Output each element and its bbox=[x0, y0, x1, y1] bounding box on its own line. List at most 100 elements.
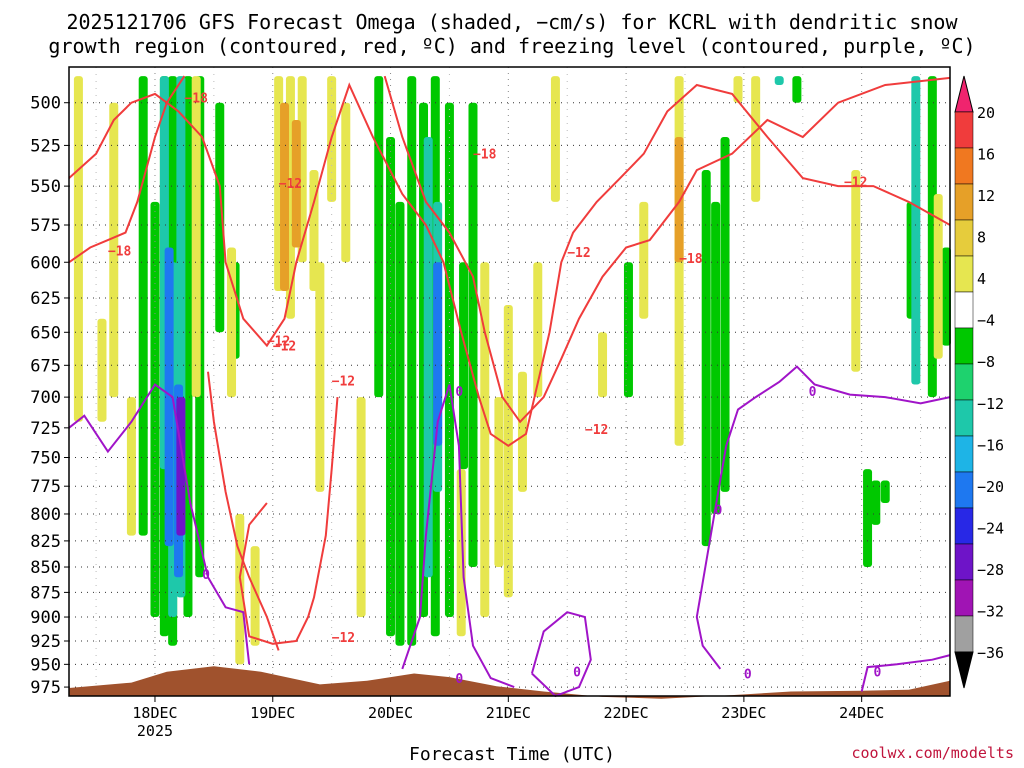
omega-shading-cell bbox=[639, 201, 649, 319]
y-tick-label: 725 bbox=[30, 419, 61, 439]
contour-label-freezing: 0 bbox=[873, 666, 881, 681]
terrain-fill bbox=[69, 666, 950, 699]
y-tick-label: 550 bbox=[30, 177, 61, 197]
x-tick-sublabel: 2025 bbox=[137, 722, 173, 740]
y-tick-label: 700 bbox=[30, 388, 61, 408]
colorbar-label: −36 bbox=[977, 644, 1004, 662]
contour-label-dgz: −12 bbox=[273, 340, 296, 355]
contour-label-freezing: 0 bbox=[744, 668, 752, 683]
x-tick-label: 21DEC bbox=[486, 704, 531, 722]
y-tick-label: 975 bbox=[30, 678, 61, 698]
contour-freezing-0-c bbox=[530, 611, 592, 698]
colorbar-segment bbox=[954, 507, 974, 545]
omega-shading-cell bbox=[407, 76, 417, 646]
terrain-layer bbox=[69, 666, 950, 699]
contour-label-dgz: −12 bbox=[844, 175, 867, 190]
colorbar-segment bbox=[954, 219, 974, 257]
y-tick-label: 600 bbox=[30, 253, 61, 273]
axes: 500 525 550 575 600 625 650 675 700 725 750 775 800 8… bbox=[30, 66, 951, 740]
omega-shading-cell bbox=[701, 170, 711, 547]
x-tick-label: 23DEC bbox=[721, 704, 766, 722]
colorbar-segment bbox=[954, 255, 974, 293]
y-tick-label: 950 bbox=[30, 655, 61, 675]
omega-shading-cell bbox=[356, 397, 366, 618]
colorbar-label: −28 bbox=[977, 561, 1004, 579]
y-tick-label: 650 bbox=[30, 323, 61, 343]
y-tick-label: 500 bbox=[30, 94, 61, 114]
omega-shading-cell bbox=[480, 262, 490, 618]
omega-shading-cell bbox=[711, 201, 721, 514]
omega-shading-cell bbox=[374, 76, 384, 398]
contour-freezing-0 bbox=[68, 383, 251, 665]
y-tick-label: 675 bbox=[30, 356, 61, 376]
omega-shading-cell bbox=[456, 469, 466, 637]
omega-shading-cell bbox=[880, 480, 890, 503]
colorbar-label: −8 bbox=[977, 353, 995, 371]
contour-dgz-minus18-b bbox=[207, 371, 280, 651]
omega-shading-cell bbox=[386, 137, 396, 637]
omega-shading-cell bbox=[863, 469, 873, 568]
y-tick-label: 775 bbox=[30, 477, 61, 497]
omega-shading-cell bbox=[215, 102, 225, 333]
omega-shading-cell bbox=[720, 137, 730, 492]
omega-shading-cell bbox=[733, 76, 743, 103]
colorbar-segment bbox=[954, 291, 974, 329]
omega-shading-cell bbox=[423, 137, 433, 578]
colorbar-label: −12 bbox=[977, 395, 1004, 413]
colorbar-label: −32 bbox=[977, 602, 1004, 620]
contour-dgz-minus12-c bbox=[383, 75, 951, 424]
omega-shading-cell bbox=[250, 546, 260, 646]
y-tick-label: 825 bbox=[30, 532, 61, 552]
y-tick-label: 875 bbox=[30, 583, 61, 603]
y-tick-label: 750 bbox=[30, 449, 61, 469]
colorbar-label: −4 bbox=[977, 312, 995, 330]
chart-title-line2: growth region (contoured, red, ºC) and f… bbox=[48, 34, 976, 58]
omega-shading-cell bbox=[494, 397, 504, 568]
contour-label-freezing: 0 bbox=[573, 666, 581, 681]
contour-dgz-minus12 bbox=[68, 75, 186, 264]
colorbar-label: 4 bbox=[977, 270, 986, 288]
y-tick-label: 525 bbox=[30, 136, 61, 156]
omega-shading bbox=[73, 76, 951, 665]
colorbar-segment bbox=[954, 615, 974, 653]
omega-shading-cell bbox=[433, 262, 443, 446]
omega-shading-cell bbox=[851, 170, 861, 372]
colorbar-segment bbox=[954, 435, 974, 473]
x-tick-label: 24DEC bbox=[839, 704, 884, 722]
colorbar-label: −16 bbox=[977, 436, 1004, 454]
omega-shading-cell bbox=[941, 247, 951, 346]
omega-shading-cell bbox=[623, 262, 633, 398]
x-tick-label: 20DEC bbox=[368, 704, 413, 722]
contour-label-dgz: −12 bbox=[567, 246, 590, 261]
plot-frame bbox=[68, 66, 951, 697]
omega-shading-cell bbox=[73, 76, 83, 422]
colorbar-segment bbox=[954, 111, 974, 149]
omega-shading-cell bbox=[395, 201, 405, 646]
colorbar-segment bbox=[954, 327, 974, 365]
x-tick-label: 18DEC bbox=[132, 704, 177, 722]
omega-shading-cell bbox=[315, 262, 325, 492]
omega-shading-cell bbox=[933, 194, 943, 359]
contour-label-dgz: −12 bbox=[267, 334, 290, 349]
contour-label-dgz: −12 bbox=[332, 375, 355, 390]
colorbar-segment bbox=[954, 183, 974, 221]
omega-shading-cell bbox=[598, 332, 608, 398]
chart-title-line1: 2025121706 GFS Forecast Omega (shaded, −… bbox=[66, 10, 958, 34]
colorbar-segment bbox=[954, 543, 974, 581]
contour-label-dgz: −18 bbox=[473, 148, 497, 163]
colorbar-top-arrow bbox=[954, 75, 974, 113]
omega-shading-cell bbox=[774, 76, 784, 86]
contour-label-dgz: −12 bbox=[585, 423, 608, 438]
omega-shading-cell bbox=[235, 513, 245, 665]
contour-label-dgz: −18 bbox=[184, 91, 208, 106]
omega-shading-cell bbox=[164, 247, 174, 547]
omega-shading-cell bbox=[911, 76, 921, 385]
colorbar-segment bbox=[954, 579, 974, 617]
credit-link[interactable]: coolwx.com/modelts bbox=[851, 744, 1014, 762]
contour-label-dgz: −12 bbox=[332, 631, 355, 646]
omega-shading-cell bbox=[674, 137, 684, 263]
omega-shading-cell bbox=[792, 76, 802, 103]
